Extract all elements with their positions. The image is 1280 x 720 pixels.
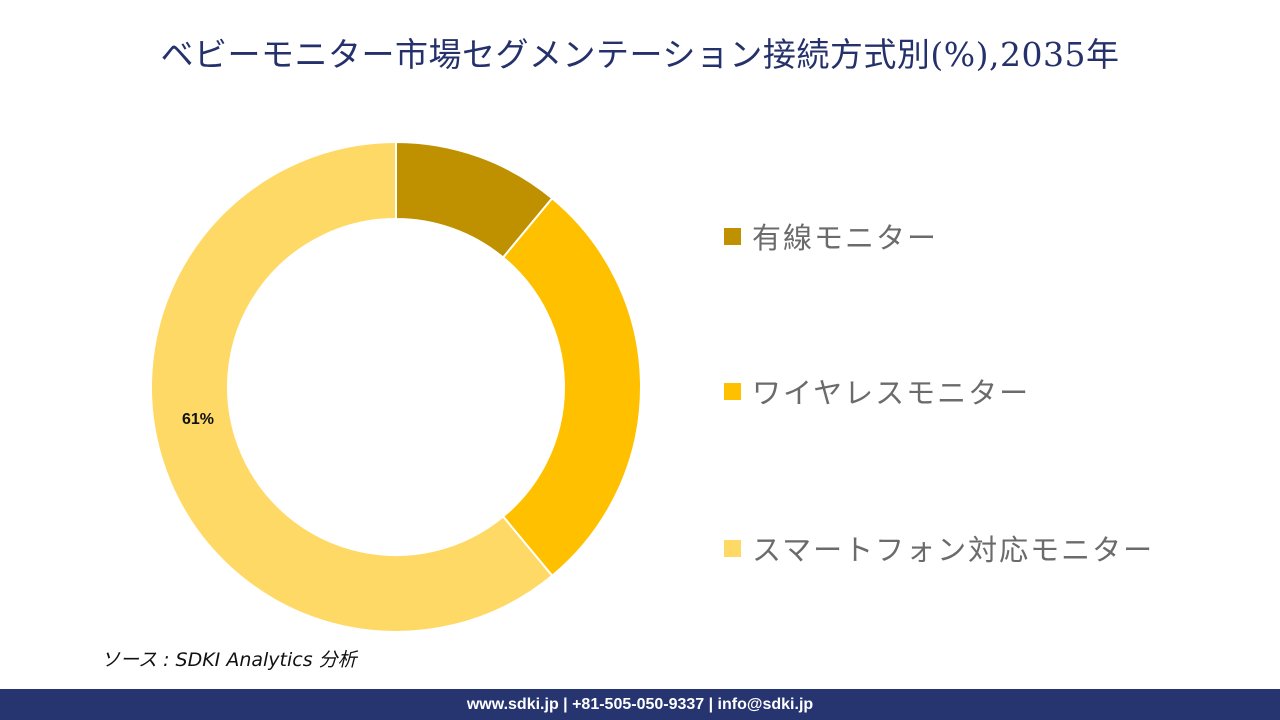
footer-contact-bar: www.sdki.jp | +81-505-050-9337 | info@sd… xyxy=(0,689,1280,720)
source-note: ソース : SDKI Analytics 分析 xyxy=(101,649,357,671)
segment-wireless xyxy=(501,196,643,578)
legend-label-wireless: ワイヤレスモニター xyxy=(752,376,1031,410)
legend-label-smartphone: スマートフォン対応モニター xyxy=(752,533,1155,567)
legend-label-wired: 有線モニター xyxy=(752,221,939,255)
donut-segments xyxy=(150,140,643,633)
segment-smartphone xyxy=(150,140,554,633)
legend-swatch-wired xyxy=(724,227,741,245)
legend-swatch-smartphone xyxy=(724,539,741,557)
data-label-smartphone: 61% xyxy=(182,411,215,428)
legend-item-wired: 有線モニター xyxy=(724,215,938,257)
legend-swatch-wireless xyxy=(724,382,741,400)
chart-title: ベビーモニター市場セグメンテーション接続方式別(%),2035年 xyxy=(160,35,1120,74)
legend-item-wireless: ワイヤレスモニター xyxy=(724,370,1030,412)
legend-item-smartphone: スマートフォン対応モニター xyxy=(724,527,1154,569)
